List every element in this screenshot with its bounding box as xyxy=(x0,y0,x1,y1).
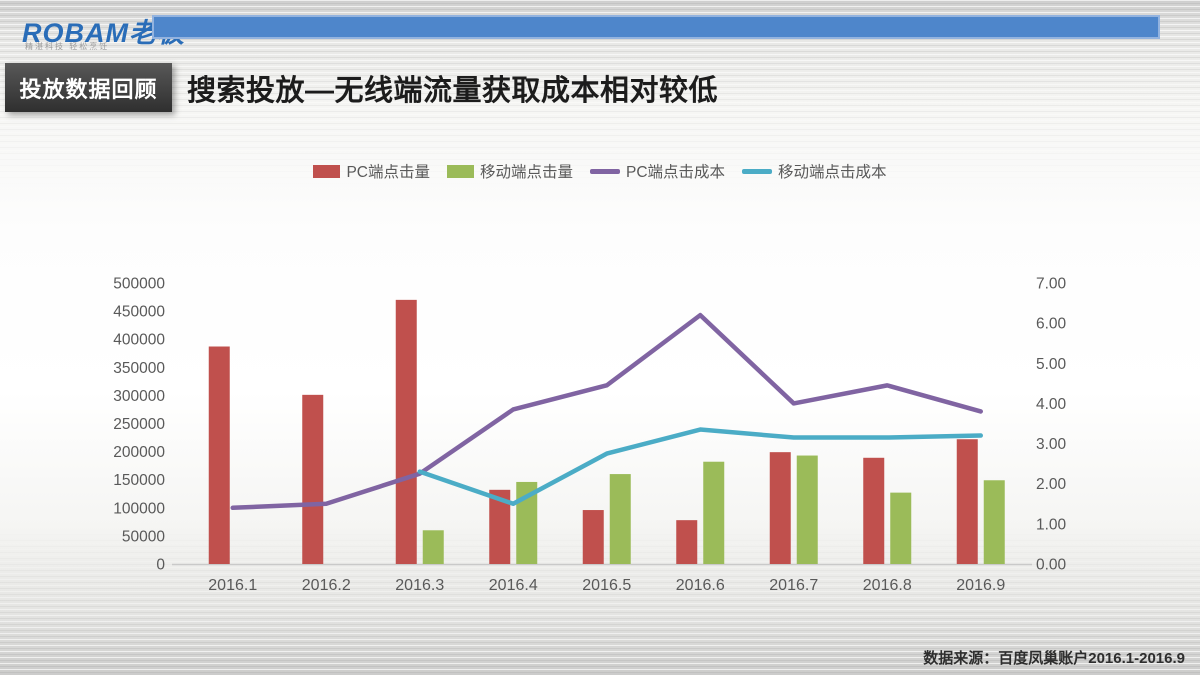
x-axis-category: 2016.5 xyxy=(582,577,631,594)
x-axis-category: 2016.3 xyxy=(395,577,444,594)
legend-label: 移动端点击成本 xyxy=(778,164,887,181)
left-axis-tick: 400000 xyxy=(113,332,165,349)
right-axis-tick: 7.00 xyxy=(1036,276,1067,293)
legend-item-1: PC端点击量 xyxy=(313,160,430,182)
left-axis-tick: 150000 xyxy=(113,472,165,489)
legend-item-2: 移动端点击量 xyxy=(446,160,573,182)
legend-item-4: 移动端点击成本 xyxy=(742,160,887,182)
legend-swatch-line-3 xyxy=(590,168,620,174)
left-axis-tick: 100000 xyxy=(113,500,165,517)
bar-移动端点击量-2016.6 xyxy=(703,461,725,564)
bar-PC端点击量-2016.5 xyxy=(582,510,604,564)
bar-PC端点击量-2016.4 xyxy=(489,489,511,564)
section-badge: 投放数据回顾 xyxy=(5,63,172,112)
left-axis-tick: 350000 xyxy=(113,360,165,377)
legend-swatch-bar-2 xyxy=(446,164,474,178)
x-axis-category: 2016.6 xyxy=(676,577,725,594)
legend-item-3: PC端点击成本 xyxy=(590,160,725,182)
right-axis-tick: 4.00 xyxy=(1036,396,1067,413)
bar-移动端点击量-2016.5 xyxy=(609,474,631,564)
bar-PC端点击量-2016.3 xyxy=(395,299,417,564)
right-axis-tick: 3.00 xyxy=(1036,436,1067,453)
logo-tagline: 精湛科技 轻松烹饪 xyxy=(25,42,110,51)
bar-移动端点击量-2016.8 xyxy=(890,492,912,564)
combo-chart: 0 50000 100000 150000 200000 250000 300000 3500… xyxy=(90,268,1100,600)
legend-label: PC端点击成本 xyxy=(626,164,726,181)
x-axis-category: 2016.2 xyxy=(302,577,351,594)
bar-PC端点击量-2016.7 xyxy=(769,452,791,564)
x-axis-category: 2016.7 xyxy=(769,577,818,594)
right-axis-tick: 6.00 xyxy=(1036,316,1067,333)
bar-移动端点击量-2016.7 xyxy=(796,455,818,564)
line-PC端点击成本 xyxy=(230,312,983,511)
bar-移动端点击量-2016.9 xyxy=(983,480,1005,564)
bar-PC端点击量-2016.8 xyxy=(863,457,885,564)
chart-svg: 0 50000 100000 150000 200000 250000 300000 3500… xyxy=(113,276,1067,595)
left-axis-tick: 200000 xyxy=(113,444,165,461)
page-title: 搜索投放—无线端流量获取成本相对较低 xyxy=(187,74,719,107)
chart-legend: PC端点击量 移动端点击量 PC端点击成本 移动端点击成本 xyxy=(0,160,1200,182)
legend-swatch-line-4 xyxy=(742,168,773,174)
x-axis-category: 2016.9 xyxy=(956,577,1005,594)
x-axis-category: 2016.4 xyxy=(489,577,538,594)
bar-移动端点击量-2016.4 xyxy=(516,481,538,564)
legend-label: 移动端点击量 xyxy=(479,164,573,181)
bar-PC端点击量-2016.2 xyxy=(302,394,324,564)
left-axis-tick: 250000 xyxy=(113,416,165,433)
line-移动端点击成本 xyxy=(417,427,983,507)
left-axis-tick: 450000 xyxy=(113,304,165,321)
x-axis-category: 2016.8 xyxy=(863,577,912,594)
left-axis-tick: 500000 xyxy=(113,276,165,293)
bar-移动端点击量-2016.3 xyxy=(422,530,444,564)
bar-PC端点击量-2016.9 xyxy=(956,439,978,564)
bar-PC端点击量-2016.1 xyxy=(208,346,230,564)
right-axis-tick: 1.00 xyxy=(1036,516,1067,533)
data-source-note: 数据来源：百度凤巢账户2016.1-2016.9 xyxy=(923,650,1185,667)
right-axis-tick: 5.00 xyxy=(1036,356,1067,373)
legend-swatch-bar-1 xyxy=(313,164,341,178)
left-axis-tick: 0 xyxy=(156,557,165,574)
bar-PC端点击量-2016.6 xyxy=(676,520,698,564)
x-axis-category: 2016.1 xyxy=(208,577,257,594)
right-axis-tick: 0.00 xyxy=(1036,557,1067,574)
legend-label: PC端点击量 xyxy=(346,164,430,181)
left-axis-tick: 300000 xyxy=(113,388,165,405)
header-accent-bar xyxy=(152,15,1160,39)
left-axis-tick: 50000 xyxy=(122,528,165,545)
right-axis-tick: 2.00 xyxy=(1036,476,1067,493)
